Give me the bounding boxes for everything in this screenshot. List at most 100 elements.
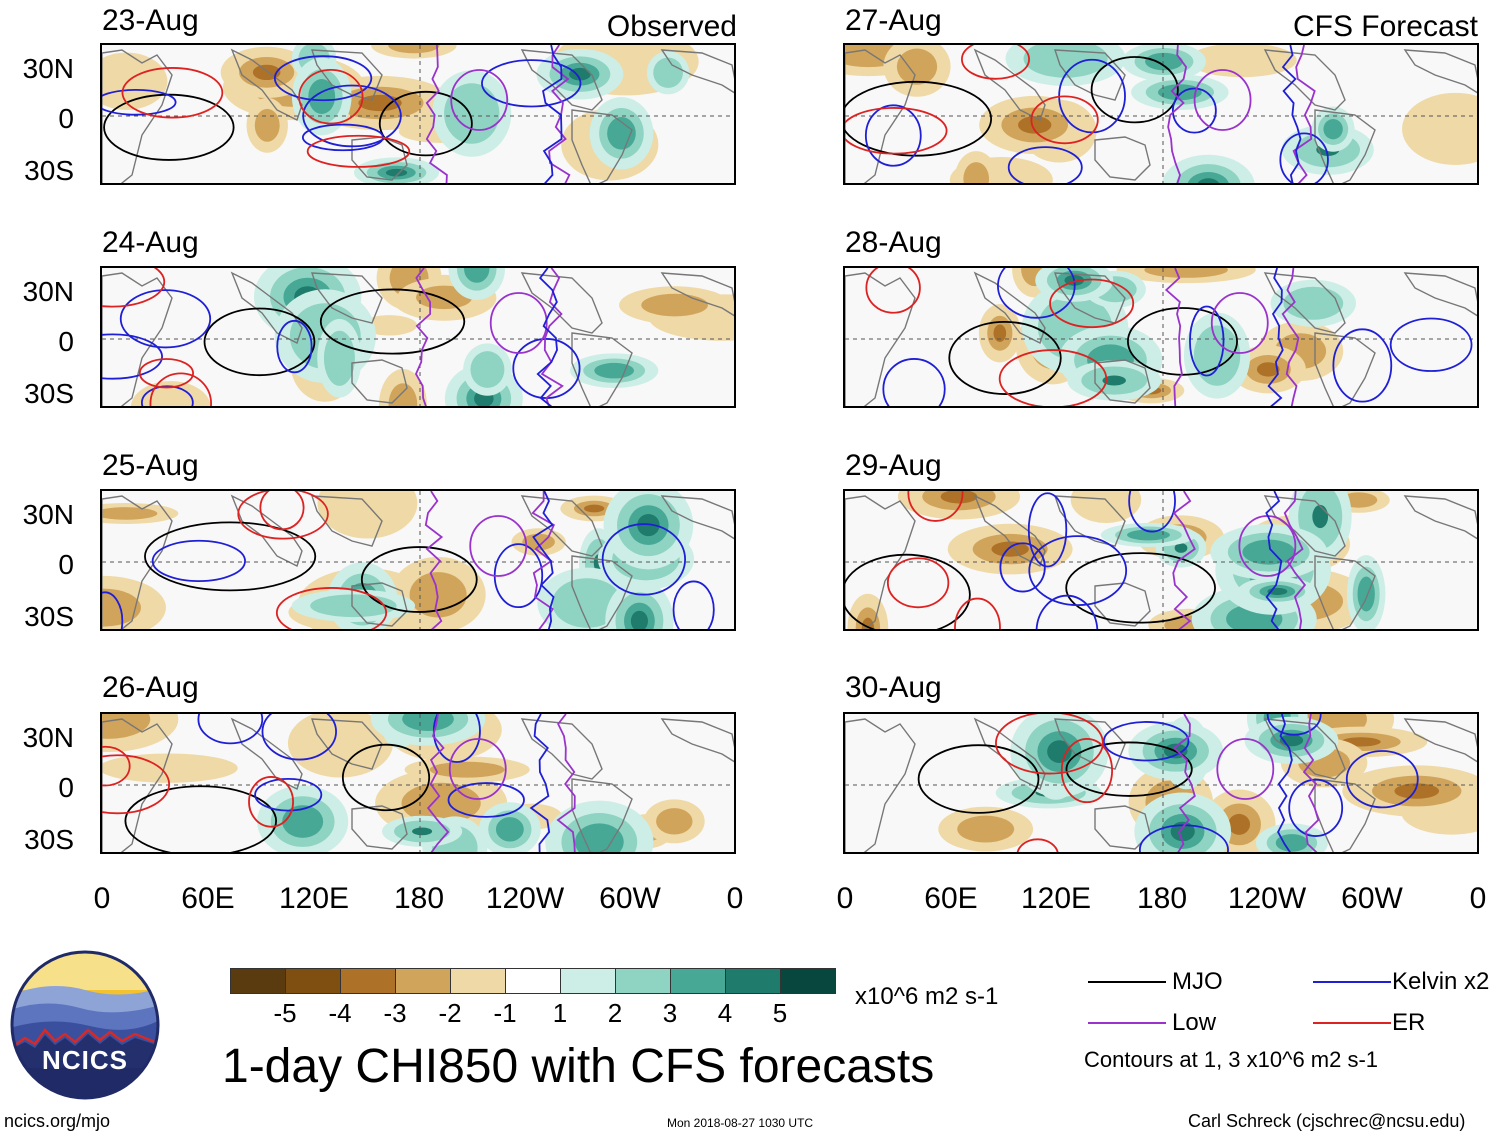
forecast-map-2 — [843, 266, 1479, 408]
anomaly-shading — [1216, 45, 1262, 72]
coastline — [1403, 718, 1477, 763]
x-tick-label: 0 — [93, 882, 111, 915]
mjo-contour — [319, 288, 466, 355]
y-tick-label: 30S — [24, 601, 74, 632]
legend-label-kelvin: Kelvin x2 — [1392, 968, 1490, 995]
kelvin-contour — [1281, 45, 1302, 183]
mjo-contour — [1127, 307, 1238, 376]
er-contour — [102, 268, 166, 308]
coastline — [1054, 272, 1126, 324]
coastline — [571, 778, 633, 852]
kelvin-contour — [529, 714, 551, 852]
anomaly-shading — [1197, 178, 1219, 183]
kelvin-contour — [1189, 305, 1225, 377]
kelvin-contour — [276, 319, 313, 374]
forecast-map-3 — [843, 489, 1479, 631]
kelvin-contour — [1128, 491, 1176, 533]
anomaly-shading — [993, 324, 1007, 342]
low-contour — [1193, 69, 1252, 131]
anomaly-shading — [552, 578, 623, 628]
observed-map-2 — [100, 266, 736, 408]
er-contour — [275, 587, 388, 629]
y-tick-label: 0 — [58, 772, 74, 803]
observed-map-3 — [100, 489, 736, 631]
anomaly-shading — [388, 45, 440, 54]
coastline — [1263, 49, 1346, 111]
panel-date: 29-Aug — [845, 449, 942, 482]
kelvin-contour — [261, 714, 337, 761]
map-canvas — [102, 714, 734, 852]
colorbar-tick-label: -5 — [273, 998, 297, 1028]
coastline — [845, 272, 916, 406]
er-contour — [961, 45, 1030, 80]
coastline — [845, 495, 916, 629]
anomaly-shading — [653, 57, 683, 88]
er-contour — [149, 372, 212, 406]
er-contour — [865, 268, 921, 314]
x-tick-label: 60E — [181, 882, 235, 915]
mjo-contour — [360, 546, 478, 613]
anomaly-shading — [1187, 172, 1229, 183]
anomaly-shading — [957, 815, 1015, 843]
anomaly-shading — [495, 817, 524, 842]
low-contour — [1172, 491, 1196, 629]
er-contour — [102, 745, 131, 787]
kelvin-contour — [864, 104, 922, 167]
anomaly-shading — [429, 761, 505, 778]
low-contour — [1216, 738, 1275, 800]
anomaly-shading — [1174, 543, 1188, 553]
map-canvas — [102, 45, 734, 183]
y-tick-label: 30N — [22, 722, 74, 753]
anomaly-shading — [641, 293, 708, 317]
anomaly-shading — [1127, 529, 1170, 541]
mjo-contour — [144, 521, 317, 592]
panel-forecast-label: CFS Forecast — [1292, 10, 1478, 43]
anomaly-shading — [317, 491, 418, 539]
coastline — [571, 109, 633, 183]
y-tick-label: 0 — [58, 103, 74, 134]
y-tick-label: 30N — [22, 276, 74, 307]
er-contour — [298, 68, 364, 125]
anomaly-shading — [1357, 576, 1375, 612]
colorbar-swatch — [780, 968, 836, 994]
kelvin-contour — [102, 88, 177, 116]
anomaly-shading — [1402, 92, 1477, 165]
er-contour — [1060, 738, 1114, 804]
legend-line-mjo — [1088, 981, 1166, 983]
panel-date: 24-Aug — [102, 226, 199, 259]
anomaly-shading — [1018, 116, 1052, 134]
coastline — [520, 49, 603, 111]
mjo-contour — [845, 553, 971, 629]
coastline — [102, 49, 173, 183]
low-contour — [1281, 268, 1300, 406]
kelvin-contour — [1102, 721, 1190, 762]
mjo-contour — [341, 743, 431, 812]
x-tick-label: 120E — [1020, 882, 1092, 915]
kelvin-contour — [273, 55, 373, 102]
coastline — [230, 48, 303, 121]
anomaly-shading — [607, 117, 636, 150]
anomaly-shading — [583, 504, 605, 513]
colorbar-units: x10^6 m2 s-1 — [855, 983, 999, 1010]
coastline — [660, 49, 734, 94]
low-contour — [1283, 491, 1307, 629]
anomaly-shading — [102, 588, 141, 627]
x-tick-label: 60W — [1341, 882, 1403, 915]
anomaly-shading — [656, 808, 693, 835]
er-contour — [1030, 95, 1099, 145]
anomaly-shading — [402, 714, 454, 731]
coastline — [230, 271, 303, 344]
anomaly-shading — [1023, 45, 1108, 78]
colorbar-swatch — [505, 968, 561, 994]
x-tick-label: 60W — [599, 882, 661, 915]
panel-observed-label: Observed — [606, 10, 737, 43]
kelvin-contour — [1389, 317, 1473, 372]
logo-text: NCICS — [42, 1045, 128, 1075]
map-canvas — [102, 491, 734, 629]
anomaly-shading — [287, 714, 394, 778]
x-tick-label: 120W — [1227, 882, 1307, 915]
kelvin-contour — [1277, 714, 1293, 852]
anomaly-shading — [1193, 325, 1241, 386]
legend-line-low — [1088, 1022, 1166, 1024]
x-tick-label: 180 — [393, 882, 445, 915]
